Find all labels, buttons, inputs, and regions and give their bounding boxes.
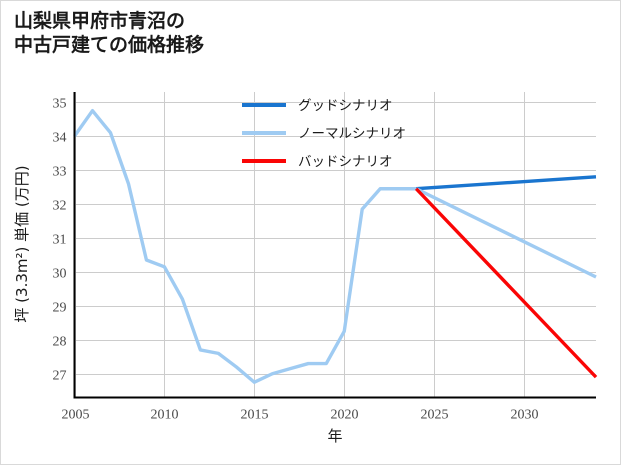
y-axis-title: 坪 (3.3m²) 単価 (万円)	[13, 165, 31, 322]
y-tick-label: 31	[53, 233, 67, 248]
axis-spine	[73, 92, 596, 399]
x-tick-label: 2030	[511, 408, 539, 423]
y-tick-label: 32	[53, 199, 67, 214]
y-tick-label: 27	[53, 369, 67, 384]
legend-label: グッドシナリオ	[298, 98, 393, 114]
page-title: 山梨県甲府市青沼の 中古戸建ての価格推移	[14, 10, 205, 57]
legend-label: バッドシナリオ	[298, 154, 393, 170]
y-tick-label: 29	[53, 301, 67, 316]
y-tick-label: 33	[53, 165, 67, 180]
y-tick-label: 35	[53, 97, 67, 112]
series-line	[416, 175, 597, 191]
x-tick-label: 2015	[241, 408, 269, 423]
x-tick-label: 2020	[331, 408, 359, 423]
horizontal-gridlines	[74, 102, 596, 375]
y-tick-label: 28	[53, 335, 67, 350]
y-axis-tick-labels: 27 28 29 30 31 32 33 34 35	[53, 97, 67, 384]
x-tick-label: 2010	[151, 408, 179, 423]
series-lines	[73, 108, 598, 384]
x-axis-title: 年	[327, 427, 342, 445]
series-line	[73, 108, 417, 384]
series-line	[414, 187, 598, 379]
x-tick-label: 2025	[421, 408, 449, 423]
y-tick-label: 30	[53, 267, 67, 282]
series-line	[415, 187, 597, 279]
y-tick-label: 34	[53, 131, 67, 146]
x-tick-label: 2005	[62, 408, 90, 423]
legend-label: ノーマルシナリオ	[298, 126, 406, 142]
x-axis-tick-labels: 2005 2010 2015 2020 2025 2030	[62, 408, 539, 423]
